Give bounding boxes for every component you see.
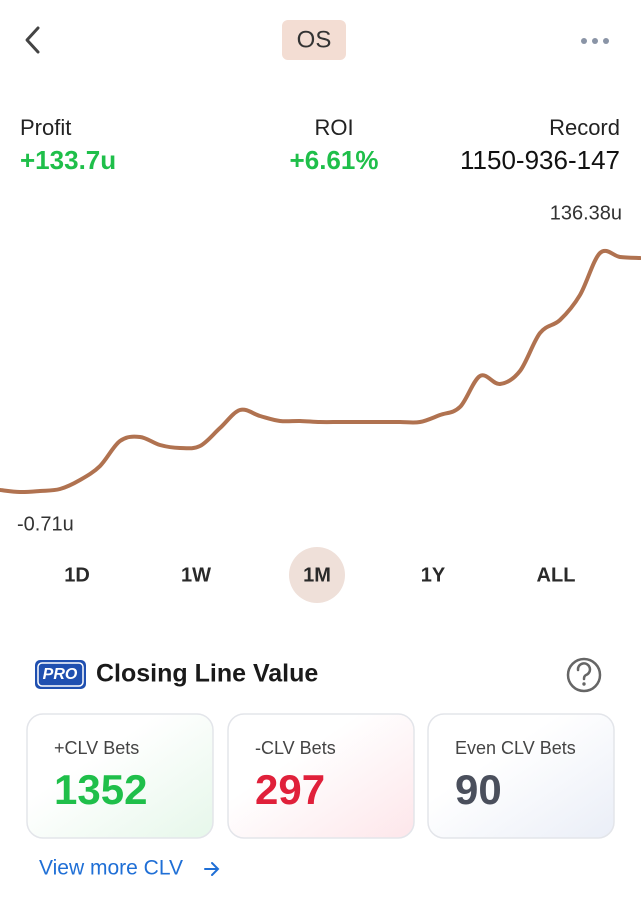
timeframes: 1D 1W 1M 1Y ALL bbox=[64, 547, 575, 603]
selected-indicator bbox=[289, 547, 345, 603]
clv-card bbox=[427, 713, 615, 839]
help-glyph bbox=[576, 662, 592, 681]
chart: 136.38u -0.71u bbox=[0, 202, 641, 535]
stat-label: Record bbox=[549, 115, 620, 140]
title: OS bbox=[297, 26, 332, 53]
timeframe-option[interactable]: 1D bbox=[64, 564, 90, 586]
dot bbox=[581, 38, 587, 44]
clv-card bbox=[26, 713, 214, 839]
dot bbox=[592, 38, 598, 44]
card-label: Even CLV Bets bbox=[455, 738, 576, 758]
title-badge bbox=[282, 20, 346, 60]
timeframe-option[interactable]: 1M bbox=[303, 564, 331, 586]
pro-badge-text: PRO bbox=[43, 666, 78, 683]
link-arrow bbox=[204, 862, 220, 876]
card-label: +CLV Bets bbox=[54, 738, 139, 758]
help-button[interactable] bbox=[566, 657, 602, 693]
card-value: 297 bbox=[255, 766, 325, 813]
timeframe-option[interactable]: ALL bbox=[537, 564, 576, 586]
clv-cards: +CLV Bets 1352 -CLV Bets 297 Even CLV Bets 90 bbox=[26, 713, 615, 839]
help-dot bbox=[582, 682, 586, 686]
stat-value: 1150-936-147 bbox=[460, 145, 620, 175]
help-circle bbox=[566, 657, 602, 693]
stat-value: +6.61% bbox=[290, 145, 379, 175]
timeframe-option[interactable]: 1W bbox=[181, 564, 211, 586]
pro-badge-border bbox=[37, 662, 84, 687]
pro-badge bbox=[35, 660, 86, 689]
timeframe-option[interactable]: 1Y bbox=[421, 564, 446, 586]
stat-label: Profit bbox=[20, 115, 71, 140]
view-more-link[interactable]: View more CLV bbox=[39, 857, 220, 880]
clv-card bbox=[227, 713, 415, 839]
card-label: -CLV Bets bbox=[255, 738, 336, 758]
stats: Profit +133.7u ROI +6.61% Record 1150-936-147 bbox=[20, 115, 620, 175]
link-text: View more CLV bbox=[39, 857, 183, 880]
stat-label: ROI bbox=[314, 115, 353, 140]
extreme-label: -0.71u bbox=[17, 513, 74, 535]
card-value: 1352 bbox=[54, 766, 147, 813]
back-button[interactable] bbox=[25, 26, 40, 54]
section-title: Closing Line Value bbox=[96, 660, 318, 688]
card-value: 90 bbox=[455, 766, 502, 813]
dot bbox=[603, 38, 609, 44]
profit-line bbox=[0, 248, 641, 495]
extreme-label: 136.38u bbox=[550, 202, 622, 224]
stat-value: +133.7u bbox=[20, 145, 116, 175]
more-button[interactable] bbox=[581, 38, 609, 44]
